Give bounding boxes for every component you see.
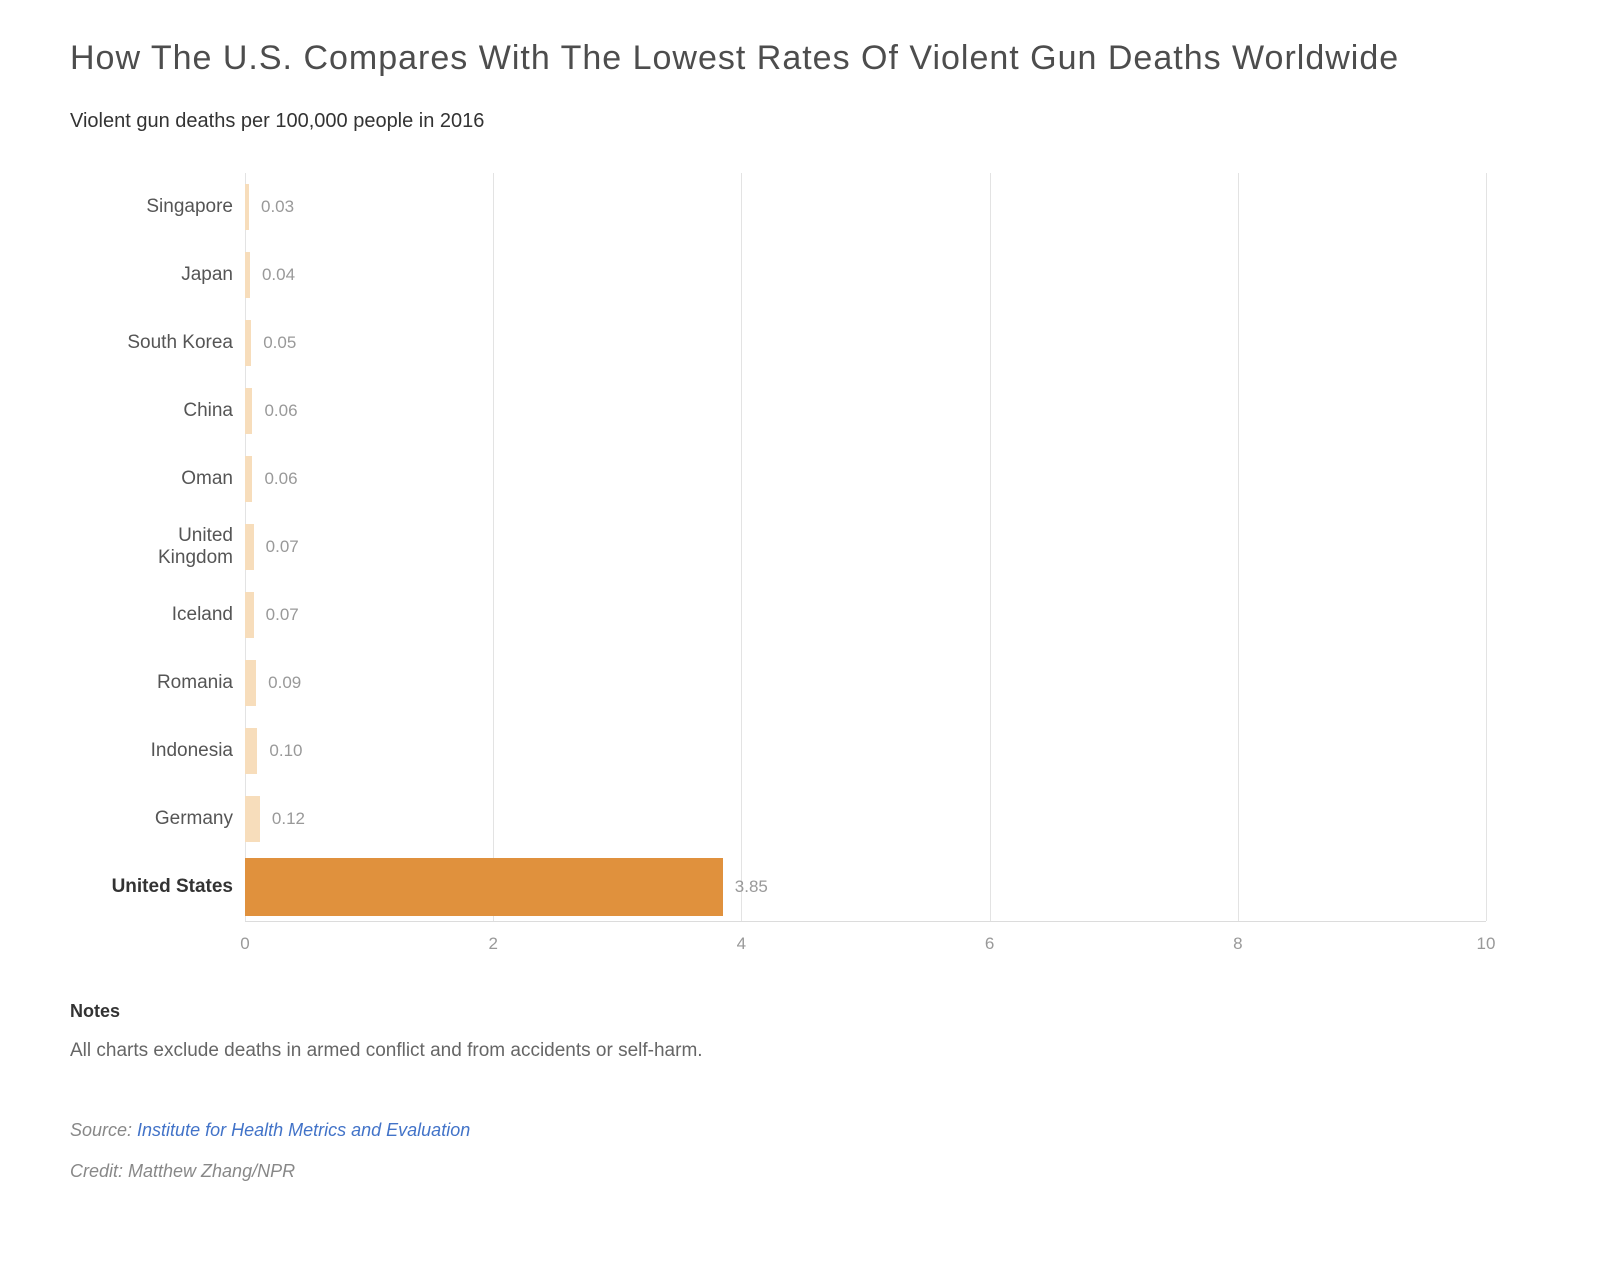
bar-row: United Kingdom 0.07 (70, 513, 1486, 581)
bar-area: 0.06 (245, 377, 1486, 445)
plot-area: Singapore 0.03 Japan 0.04 South Korea 0.05 Chi… (70, 172, 1487, 921)
category-label: United States (111, 875, 233, 897)
bar-row: Iceland 0.07 (70, 581, 1486, 649)
notes-text: All charts exclude deaths in armed confl… (70, 1039, 703, 1061)
value-label: 0.06 (264, 400, 298, 420)
bar (245, 591, 254, 638)
x-tick-label: 6 (984, 933, 995, 953)
bar-area: 0.03 (245, 173, 1486, 241)
x-tick-label: 2 (488, 933, 498, 953)
value-label: 3.85 (734, 876, 768, 896)
bar-row: Oman 0.06 (70, 445, 1486, 513)
bar (245, 183, 249, 230)
category-label: Singapore (146, 195, 233, 217)
bar-row: Romania 0.09 (70, 649, 1486, 717)
source-label: Source: (70, 1119, 138, 1140)
category-label: Germany (154, 807, 233, 829)
bar-row: South Korea 0.05 (70, 309, 1486, 377)
bar-row: China 0.06 (70, 377, 1486, 445)
bar-row: Indonesia 0.10 (70, 717, 1486, 785)
value-label: 0.04 (261, 264, 296, 284)
category-label: Oman (181, 467, 233, 489)
source-link[interactable]: Institute for Health Metrics and Evaluat… (137, 1119, 471, 1140)
credit-line: Credit: Matthew Zhang/NPR (70, 1160, 296, 1181)
category-label: United Kingdom (158, 525, 233, 568)
bar-area: 0.07 (245, 513, 1486, 581)
category-label: Iceland (171, 603, 233, 625)
bar-row: United States 3.85 (70, 853, 1486, 921)
x-tick-label: 0 (240, 933, 250, 953)
bar-area: 0.05 (245, 309, 1486, 377)
bar-area: 0.12 (245, 785, 1486, 853)
value-label: 0.03 (261, 196, 295, 216)
bar-area: 0.06 (245, 445, 1486, 513)
notes-section: Notes All charts exclude deaths in armed… (70, 1001, 1486, 1062)
bar (245, 727, 258, 774)
bar-area: 3.85 (245, 853, 1486, 921)
x-tick-label: 4 (736, 933, 747, 953)
bar-chart: Singapore 0.03 Japan 0.04 South Korea 0.05 Chi… (70, 172, 1495, 955)
chart-title: How The U.S. Compares With The Lowest Ra… (70, 39, 1400, 77)
bar-row: Germany 0.12 (70, 785, 1486, 853)
category-label: Japan (181, 263, 233, 285)
bar (245, 319, 252, 366)
bar-area: 0.07 (245, 581, 1486, 649)
bar (245, 251, 250, 298)
category-label: South Korea (127, 331, 233, 353)
value-label: 0.09 (268, 672, 302, 692)
bar-rows: Singapore 0.03 Japan 0.04 South Korea 0.05 Chi… (70, 173, 1486, 921)
bar (245, 857, 723, 916)
bar-row: Japan 0.04 (70, 241, 1486, 309)
category-label: Indonesia (150, 739, 233, 761)
value-label: 0.06 (264, 468, 298, 488)
gridline (1486, 172, 1487, 921)
bar-area: 0.10 (245, 717, 1486, 785)
bar-area: 0.04 (245, 241, 1486, 309)
chart-subtitle: Violent gun deaths per 100,000 people in… (70, 109, 485, 132)
bar-area: 0.09 (245, 649, 1486, 717)
bar (245, 659, 257, 706)
source-line: Source: Institute for Health Metrics and… (70, 1120, 1486, 1141)
bar (245, 387, 253, 434)
x-tick-label: 10 (1476, 933, 1496, 953)
value-label: 0.07 (265, 536, 299, 556)
value-label: 0.05 (263, 332, 297, 352)
x-axis: 0 2 4 6 8 10 (240, 920, 1495, 955)
category-label: China (183, 399, 233, 421)
bar (245, 455, 253, 502)
bar (245, 523, 254, 570)
bar-row: Singapore 0.03 (70, 173, 1486, 241)
value-label: 0.07 (265, 604, 299, 624)
value-label: 0.10 (269, 740, 303, 760)
x-tick-label: 8 (1233, 933, 1243, 953)
bar (245, 795, 260, 842)
category-label: Romania (156, 671, 233, 693)
notes-heading: Notes (70, 1000, 121, 1021)
value-label: 0.12 (271, 808, 305, 828)
